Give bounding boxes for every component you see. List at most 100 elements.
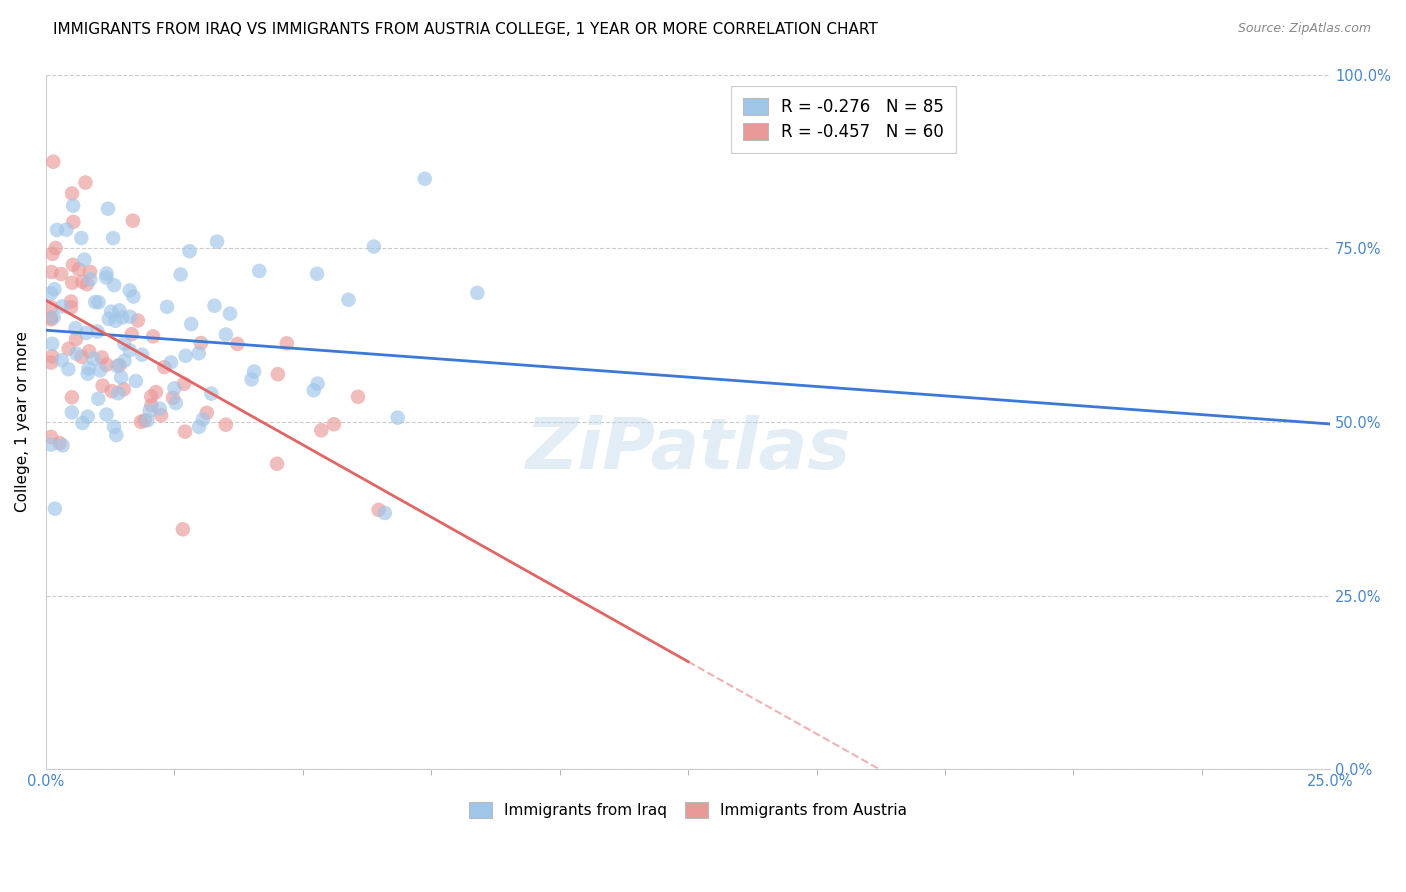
Point — [65, 347, 87, 361]
Point — [163, 381, 186, 395]
Point — [51, 267, 73, 281]
Point — [307, 376, 329, 391]
Point — [150, 408, 173, 422]
Point — [172, 522, 194, 536]
Point — [62, 258, 84, 272]
Point — [311, 423, 333, 437]
Point — [65, 321, 87, 335]
Point — [60, 405, 83, 419]
Point — [266, 457, 288, 471]
Point — [39, 300, 62, 314]
Point — [145, 385, 167, 400]
Point — [149, 401, 172, 416]
Point — [131, 348, 153, 362]
Point — [39, 355, 62, 369]
Point — [337, 293, 360, 307]
Point — [60, 276, 83, 290]
Point — [111, 310, 134, 325]
Point — [118, 343, 141, 358]
Point — [39, 437, 62, 451]
Point — [413, 171, 436, 186]
Point — [73, 252, 96, 267]
Point — [97, 312, 120, 326]
Point — [79, 272, 101, 286]
Point — [153, 360, 176, 375]
Point — [243, 365, 266, 379]
Point — [86, 325, 108, 339]
Point — [39, 310, 62, 325]
Point — [136, 413, 159, 427]
Point — [174, 349, 197, 363]
Point — [141, 389, 163, 403]
Point — [165, 396, 187, 410]
Point — [107, 386, 129, 401]
Point — [87, 392, 110, 406]
Point — [127, 313, 149, 327]
Point — [101, 384, 124, 399]
Point — [200, 386, 222, 401]
Text: Source: ZipAtlas.com: Source: ZipAtlas.com — [1237, 22, 1371, 36]
Point — [141, 398, 163, 412]
Point — [45, 241, 67, 255]
Point — [51, 353, 73, 368]
Point — [42, 154, 65, 169]
Point — [52, 438, 75, 452]
Point — [76, 409, 98, 424]
Point — [142, 329, 165, 343]
Point — [75, 176, 97, 190]
Point — [174, 425, 197, 439]
Point — [44, 282, 66, 296]
Point — [125, 374, 148, 388]
Point — [363, 239, 385, 253]
Point — [103, 278, 125, 293]
Point — [87, 295, 110, 310]
Point — [100, 304, 122, 318]
Point — [374, 506, 396, 520]
Point — [387, 410, 409, 425]
Point — [44, 501, 66, 516]
Text: ZiPatlas: ZiPatlas — [526, 415, 851, 484]
Point — [180, 317, 202, 331]
Point — [179, 244, 201, 259]
Point — [122, 289, 145, 303]
Point — [45, 223, 67, 237]
Point — [91, 378, 114, 392]
Point — [105, 428, 128, 442]
Point — [60, 294, 83, 309]
Point — [60, 186, 83, 201]
Point — [347, 390, 370, 404]
Point — [104, 314, 127, 328]
Point — [276, 336, 298, 351]
Point — [60, 390, 83, 404]
Point — [77, 344, 100, 359]
Point — [62, 199, 84, 213]
Point — [205, 235, 228, 249]
Point — [62, 215, 84, 229]
Point — [118, 310, 141, 324]
Point — [41, 336, 63, 351]
Point — [112, 382, 135, 396]
Point — [58, 362, 80, 376]
Point — [96, 267, 118, 281]
Point — [76, 367, 98, 381]
Point — [118, 284, 141, 298]
Point — [108, 303, 131, 318]
Point — [96, 270, 118, 285]
Point — [77, 361, 100, 376]
Point — [173, 376, 195, 391]
Point — [96, 358, 118, 372]
Point — [89, 363, 111, 377]
Point — [96, 408, 118, 422]
Point — [90, 351, 112, 365]
Point — [75, 326, 97, 340]
Point — [39, 430, 62, 444]
Point — [55, 222, 77, 236]
Point — [134, 413, 156, 427]
Point — [39, 312, 62, 326]
Legend: Immigrants from Iraq, Immigrants from Austria: Immigrants from Iraq, Immigrants from Au… — [463, 796, 914, 824]
Point — [267, 367, 290, 381]
Point — [41, 247, 63, 261]
Point — [465, 285, 488, 300]
Point — [191, 412, 214, 426]
Point — [187, 346, 209, 360]
